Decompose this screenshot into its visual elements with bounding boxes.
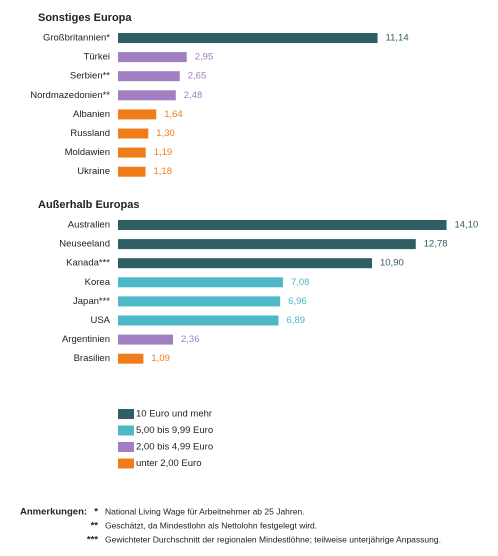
category-label: Japan*** [73, 296, 110, 307]
bar [118, 296, 281, 307]
note-mark: * [94, 507, 98, 518]
value-label: 2,48 [184, 90, 203, 101]
value-label: 1,30 [156, 128, 175, 139]
category-label: Albanien [73, 109, 110, 120]
bar [118, 109, 157, 120]
value-label: 12,78 [424, 239, 448, 250]
legend-swatch [118, 458, 134, 469]
legend-label: 2,00 bis 4,99 Euro [136, 442, 213, 453]
category-label: Moldawien [65, 147, 110, 158]
bar [118, 71, 180, 82]
value-label: 6,96 [288, 296, 307, 307]
category-label: Kanada*** [66, 258, 110, 269]
bar [118, 239, 416, 250]
legend-swatch [118, 442, 134, 452]
bar [118, 90, 176, 101]
value-label: 14,10 [455, 220, 479, 231]
value-label: 1,64 [164, 109, 183, 120]
value-label: 2,65 [188, 71, 207, 82]
bar [118, 334, 173, 345]
legend-swatch [118, 409, 134, 419]
group-title: Außerhalb Europas [38, 199, 139, 211]
note-mark: ** [91, 521, 99, 532]
value-label: 2,36 [181, 334, 200, 345]
bar [118, 33, 378, 43]
value-label: 2,95 [195, 52, 214, 63]
category-label: Neuseeland [59, 239, 110, 250]
category-label: Brasilien [74, 353, 110, 364]
legend-label: 10 Euro und mehr [136, 409, 212, 420]
notes-label: Anmerkungen: [20, 507, 87, 518]
bar [118, 166, 146, 177]
value-label: 1,18 [153, 166, 172, 177]
category-label: Australien [68, 220, 110, 231]
bar [118, 258, 372, 269]
category-label: Russland [70, 128, 110, 139]
note-mark: *** [87, 535, 98, 546]
value-label: 10,90 [380, 258, 404, 269]
bar [118, 52, 187, 63]
category-label: Korea [85, 277, 111, 288]
category-label: Ukraine [77, 166, 110, 177]
bar [118, 353, 144, 364]
category-label: USA [90, 315, 110, 326]
note-text: Geschätzt, da Mindestlohn als Nettolohn … [105, 520, 317, 530]
legend-label: 5,00 bis 9,99 Euro [136, 425, 213, 436]
category-label: Nordmazedonien** [30, 90, 110, 101]
category-label: Großbritannien* [43, 33, 110, 44]
category-label: Argentinien [62, 334, 110, 345]
value-label: 1,09 [151, 353, 170, 364]
bar [118, 147, 146, 158]
value-label: 6,89 [287, 315, 306, 326]
note-text: National Living Wage für Arbeitnehmer ab… [105, 506, 305, 516]
legend-swatch [118, 425, 134, 436]
category-label: Serbien** [70, 71, 110, 82]
value-label: 7,08 [291, 277, 310, 288]
bar [118, 220, 447, 230]
category-label: Türkei [84, 52, 110, 63]
bar [118, 128, 149, 139]
legend-label: unter 2,00 Euro [136, 458, 202, 469]
note-text: Gewichteter Durchschnitt der regionalen … [105, 534, 441, 544]
group-title: Sonstiges Europa [38, 12, 132, 24]
value-label: 1,19 [154, 147, 173, 158]
bar [118, 277, 283, 288]
bar [118, 315, 279, 326]
value-label: 11,14 [386, 33, 409, 44]
